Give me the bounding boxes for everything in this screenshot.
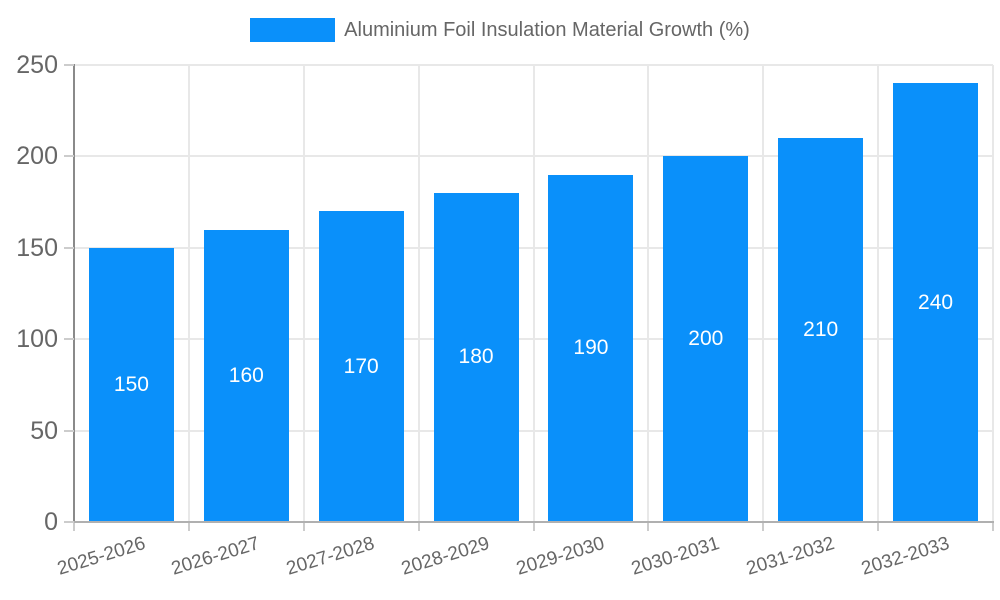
legend-label: Aluminium Foil Insulation Material Growt… [344,19,750,41]
y-tick-label: 150 [16,233,58,262]
x-tick-label: 2025-2026 [54,533,148,580]
bar[interactable]: 170 [318,211,404,522]
y-tick-label: 200 [16,142,58,171]
x-tick-mark [302,523,305,531]
x-tick-label: 2028-2029 [399,533,493,580]
x-gridline [992,65,994,522]
x-gridline [532,65,535,522]
legend[interactable]: Aluminium Foil Insulation Material Growt… [0,18,1000,42]
x-tick-label: 2032-2033 [858,533,952,580]
x-gridline [187,65,190,522]
x-tick-mark [73,523,75,531]
bar-value-label: 150 [113,372,149,396]
y-tick-label: 100 [16,325,58,354]
bar-value-label: 170 [343,354,379,378]
x-tick-label: 2027-2028 [284,533,378,580]
x-tick-mark [877,523,880,531]
x-gridline [647,65,650,522]
x-tick-label: 2026-2027 [169,533,263,580]
x-tick-mark [762,523,765,531]
x-tick-label: 2029-2030 [514,533,608,580]
bar[interactable]: 240 [893,83,979,522]
y-tick-mark [64,521,74,523]
bar-value-label: 190 [573,336,609,360]
y-tick-label: 250 [16,51,58,79]
y-tick-label: 50 [30,416,58,445]
x-tick-mark [532,523,535,531]
x-tick-label: 2031-2032 [743,533,837,580]
bar-value-label: 210 [803,318,839,342]
bar[interactable]: 200 [663,156,749,522]
x-axis-line [66,521,994,523]
y-axis-line [73,64,75,523]
y-tick-mark [64,155,74,158]
y-tick-mark [64,64,74,66]
bar-value-label: 160 [228,363,264,387]
x-tick-mark [417,523,420,531]
y-tick-mark [64,429,74,432]
bar[interactable]: 160 [203,229,289,522]
bar[interactable]: 180 [433,192,519,522]
bar-value-label: 200 [688,327,724,351]
x-gridline [877,65,880,522]
bar-value-label: 180 [458,345,494,369]
legend-swatch-icon [250,18,336,42]
y-tick-mark [64,338,74,341]
x-gridline [302,65,305,522]
plot-area: 150 160 170 180 190 200 210 240 [74,64,994,522]
bar[interactable]: 190 [548,174,634,522]
x-gridline [417,65,420,522]
x-gridline [762,65,765,522]
x-tick-mark [992,523,994,531]
bar-value-label: 240 [918,290,954,314]
x-tick-mark [647,523,650,531]
x-tick-mark [187,523,190,531]
bar[interactable]: 150 [88,247,174,522]
y-tick-label: 0 [44,508,58,536]
bar[interactable]: 210 [778,138,864,522]
y-tick-mark [64,246,74,249]
x-tick-label: 2030-2031 [628,533,722,580]
